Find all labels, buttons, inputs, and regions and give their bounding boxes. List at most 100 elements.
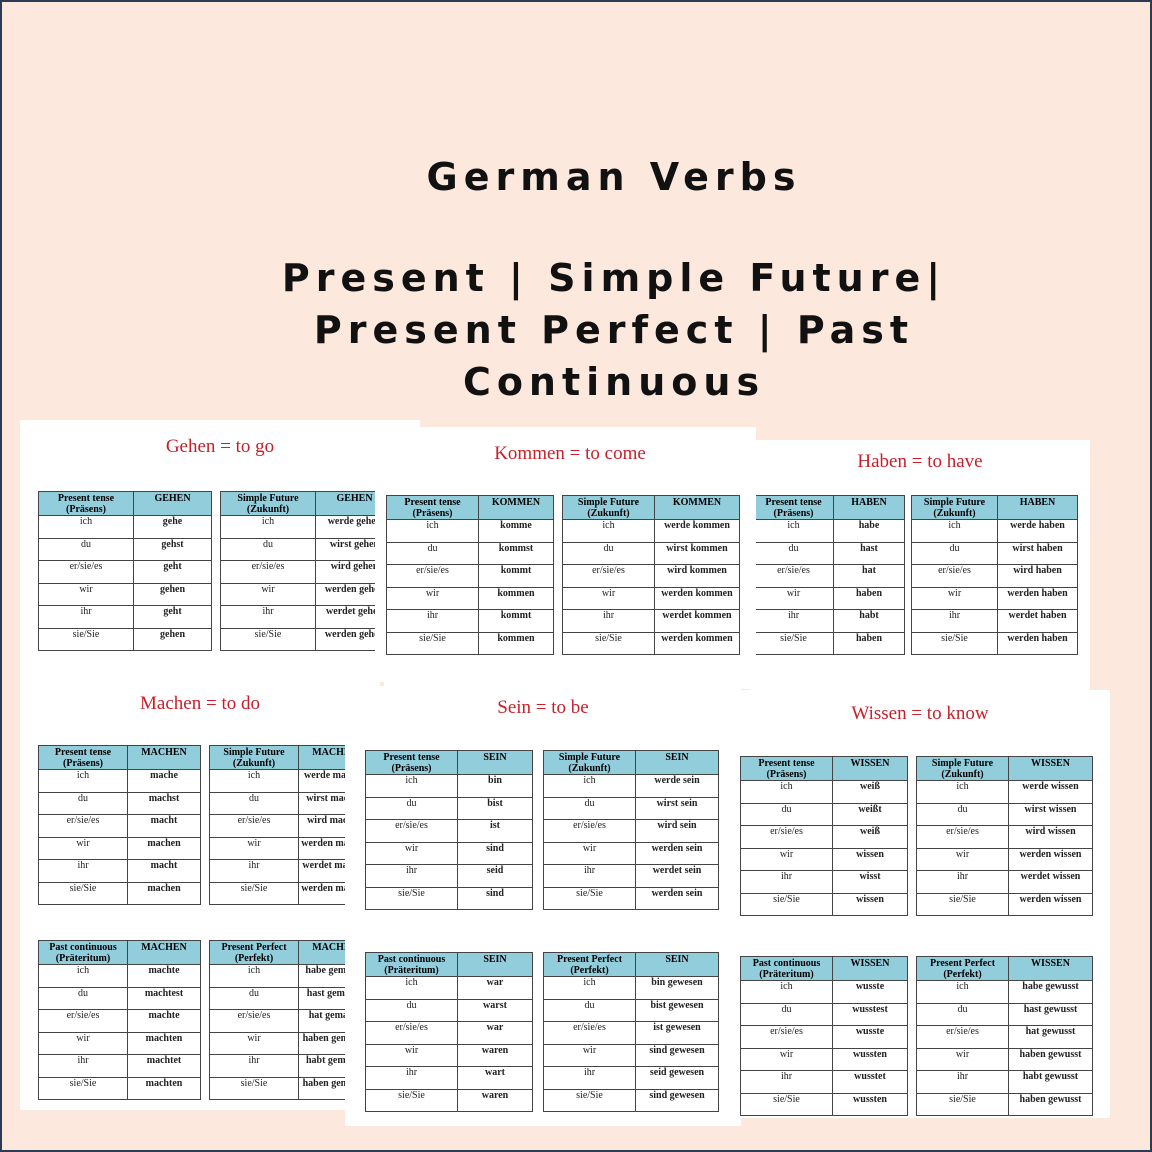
table-row: ich wusste	[740, 980, 908, 1004]
table-header: Past continuous (Präteritum) WISSEN	[740, 956, 908, 981]
table-row: ich war	[365, 976, 533, 1000]
tense-header: Simple Future (Zukunft)	[220, 491, 316, 516]
table-row: sie/Sie sind	[365, 886, 533, 910]
pronoun-cell: sie/Sie	[916, 1092, 1009, 1116]
pronoun-cell: du	[365, 998, 458, 1022]
verb-form-cell: werden machen	[298, 836, 345, 860]
pronoun-cell: du	[38, 986, 128, 1010]
pronoun-cell: wir	[740, 1047, 833, 1071]
pronoun-cell: ich	[740, 780, 833, 804]
verb-form-cell: wird sein	[635, 819, 719, 843]
verb-form-cell: haben gewusst	[1008, 1047, 1093, 1071]
conjugation-table: Present tense (Präsens) MACHEN ich mache du m…	[38, 745, 201, 905]
verb-title: Kommen = to come	[494, 443, 646, 464]
pronoun-cell: er/sie/es	[365, 819, 458, 843]
conjugation-table-wrapper: Present Perfect (Perfekt)MACHENichhabe g…	[209, 940, 345, 1110]
table-row: ich bin gewesen	[543, 976, 719, 1000]
conjugation-table: Past continuous (Präteritum) MACHEN ich mac…	[38, 940, 201, 1100]
pronoun-cell: du	[38, 791, 128, 815]
pronoun-cell: du	[209, 791, 299, 815]
pronoun-cell: ihr	[562, 609, 655, 633]
verb-form-cell: hat gewusst	[1008, 1025, 1093, 1049]
table-row: ihr werdet wissen	[916, 870, 1093, 894]
verb-form-cell: bist	[457, 796, 533, 820]
table-row: du weißt	[740, 802, 908, 826]
table-row: du wirst wissen	[916, 802, 1093, 826]
pronoun-cell: wir	[209, 1031, 299, 1055]
verb-form-cell: wisst	[832, 870, 908, 894]
table-row: er/sie/es geht	[38, 560, 212, 584]
pronoun-cell: wir	[209, 836, 299, 860]
verb-form-cell: gehst	[133, 537, 212, 561]
table-row: ihr wusstet	[740, 1070, 908, 1094]
table-row: er/sie/es hat gewusst	[916, 1025, 1093, 1049]
pronoun-cell: du	[911, 541, 998, 565]
table-row: du bist gewesen	[543, 998, 719, 1022]
table-header: Past continuous (Präteritum) SEIN	[365, 952, 533, 977]
verb-title: Sein = to be	[497, 697, 589, 718]
pronoun-cell: ich	[38, 515, 134, 539]
table-row: sie/Sie wissen	[740, 892, 908, 916]
table-row: ihr wart	[365, 1066, 533, 1090]
pronoun-cell: wir	[38, 1031, 128, 1055]
verb-page-3: Haben = to have Present tense (Präsens) HA…	[750, 440, 1090, 690]
verb-form-cell: wirst gehen	[315, 537, 375, 561]
pronoun-cell: ihr	[740, 1070, 833, 1094]
table-row: ihr kommt	[386, 609, 554, 633]
verb-form-cell: hat	[833, 564, 905, 588]
verb-form-cell: wirst sein	[635, 796, 719, 820]
table-row: sie/Sie haben gewusst	[916, 1092, 1093, 1116]
table-row: wir werden wissen	[916, 847, 1093, 871]
verb-form-cell: werdet gehen	[315, 605, 375, 629]
verb-form-cell: wart	[457, 1066, 533, 1090]
verb-form-cell: machen	[127, 836, 201, 860]
verb-form-cell: wusstest	[832, 1002, 908, 1026]
conjugation-table: Present tense (Präsens) HABEN ich habe du has…	[753, 495, 905, 655]
pronoun-cell: wir	[543, 841, 636, 865]
verb-header: WISSEN	[832, 756, 908, 781]
verb-form-cell: wissen	[832, 892, 908, 916]
pronoun-cell: wir	[38, 836, 128, 860]
verb-form-cell: wusste	[832, 1025, 908, 1049]
table-row: ich werde kommen	[562, 519, 740, 543]
verb-form-cell: machte	[127, 1009, 201, 1033]
pronoun-cell: ich	[38, 769, 128, 793]
verb-form-cell: machst	[127, 791, 201, 815]
verb-header: GEHEN	[133, 491, 212, 516]
pronoun-cell: wir	[386, 586, 479, 610]
verb-form-cell: hast gewusst	[1008, 1002, 1093, 1026]
pronoun-cell: wir	[916, 847, 1009, 871]
verb-page-1: Gehen = to go Present tense (Präsens) GEHE…	[20, 420, 420, 682]
verb-form-cell: wirst wissen	[1008, 802, 1093, 826]
table-row: ihr werdet sein	[543, 864, 719, 888]
table-row: wir haben	[753, 586, 905, 610]
table-header: Present tense (Präsens) WISSEN	[740, 756, 908, 781]
tense-header: Simple Future (Zukunft)	[543, 750, 636, 775]
table-row: ihr macht	[38, 859, 201, 883]
pronoun-cell: sie/Sie	[209, 1076, 299, 1100]
verb-form-cell: bin	[457, 774, 533, 798]
verb-form-cell: sind gewesen	[635, 1043, 719, 1067]
verb-form-cell: habe	[833, 519, 905, 543]
table-row: er/sie/es kommt	[386, 564, 554, 588]
table-row: ihr seid	[365, 864, 533, 888]
table-row: du machst	[38, 791, 201, 815]
pronoun-cell: ihr	[209, 859, 299, 883]
table-row: er/sie/es wird haben	[911, 564, 1078, 588]
table-row: wir wissen	[740, 847, 908, 871]
verb-form-cell: machte	[127, 964, 201, 988]
verb-form-cell: bist gewesen	[635, 998, 719, 1022]
pronoun-cell: ich	[386, 519, 479, 543]
verb-form-cell: haben	[833, 586, 905, 610]
verb-form-cell: machten	[127, 1031, 201, 1055]
tense-header: Simple Future (Zukunft)	[916, 756, 1009, 781]
verb-page-4: Machen = to do Present tense (Präsens) MAC…	[20, 680, 380, 1110]
pronoun-cell: du	[365, 796, 458, 820]
verb-form-cell: ist gewesen	[635, 1021, 719, 1045]
